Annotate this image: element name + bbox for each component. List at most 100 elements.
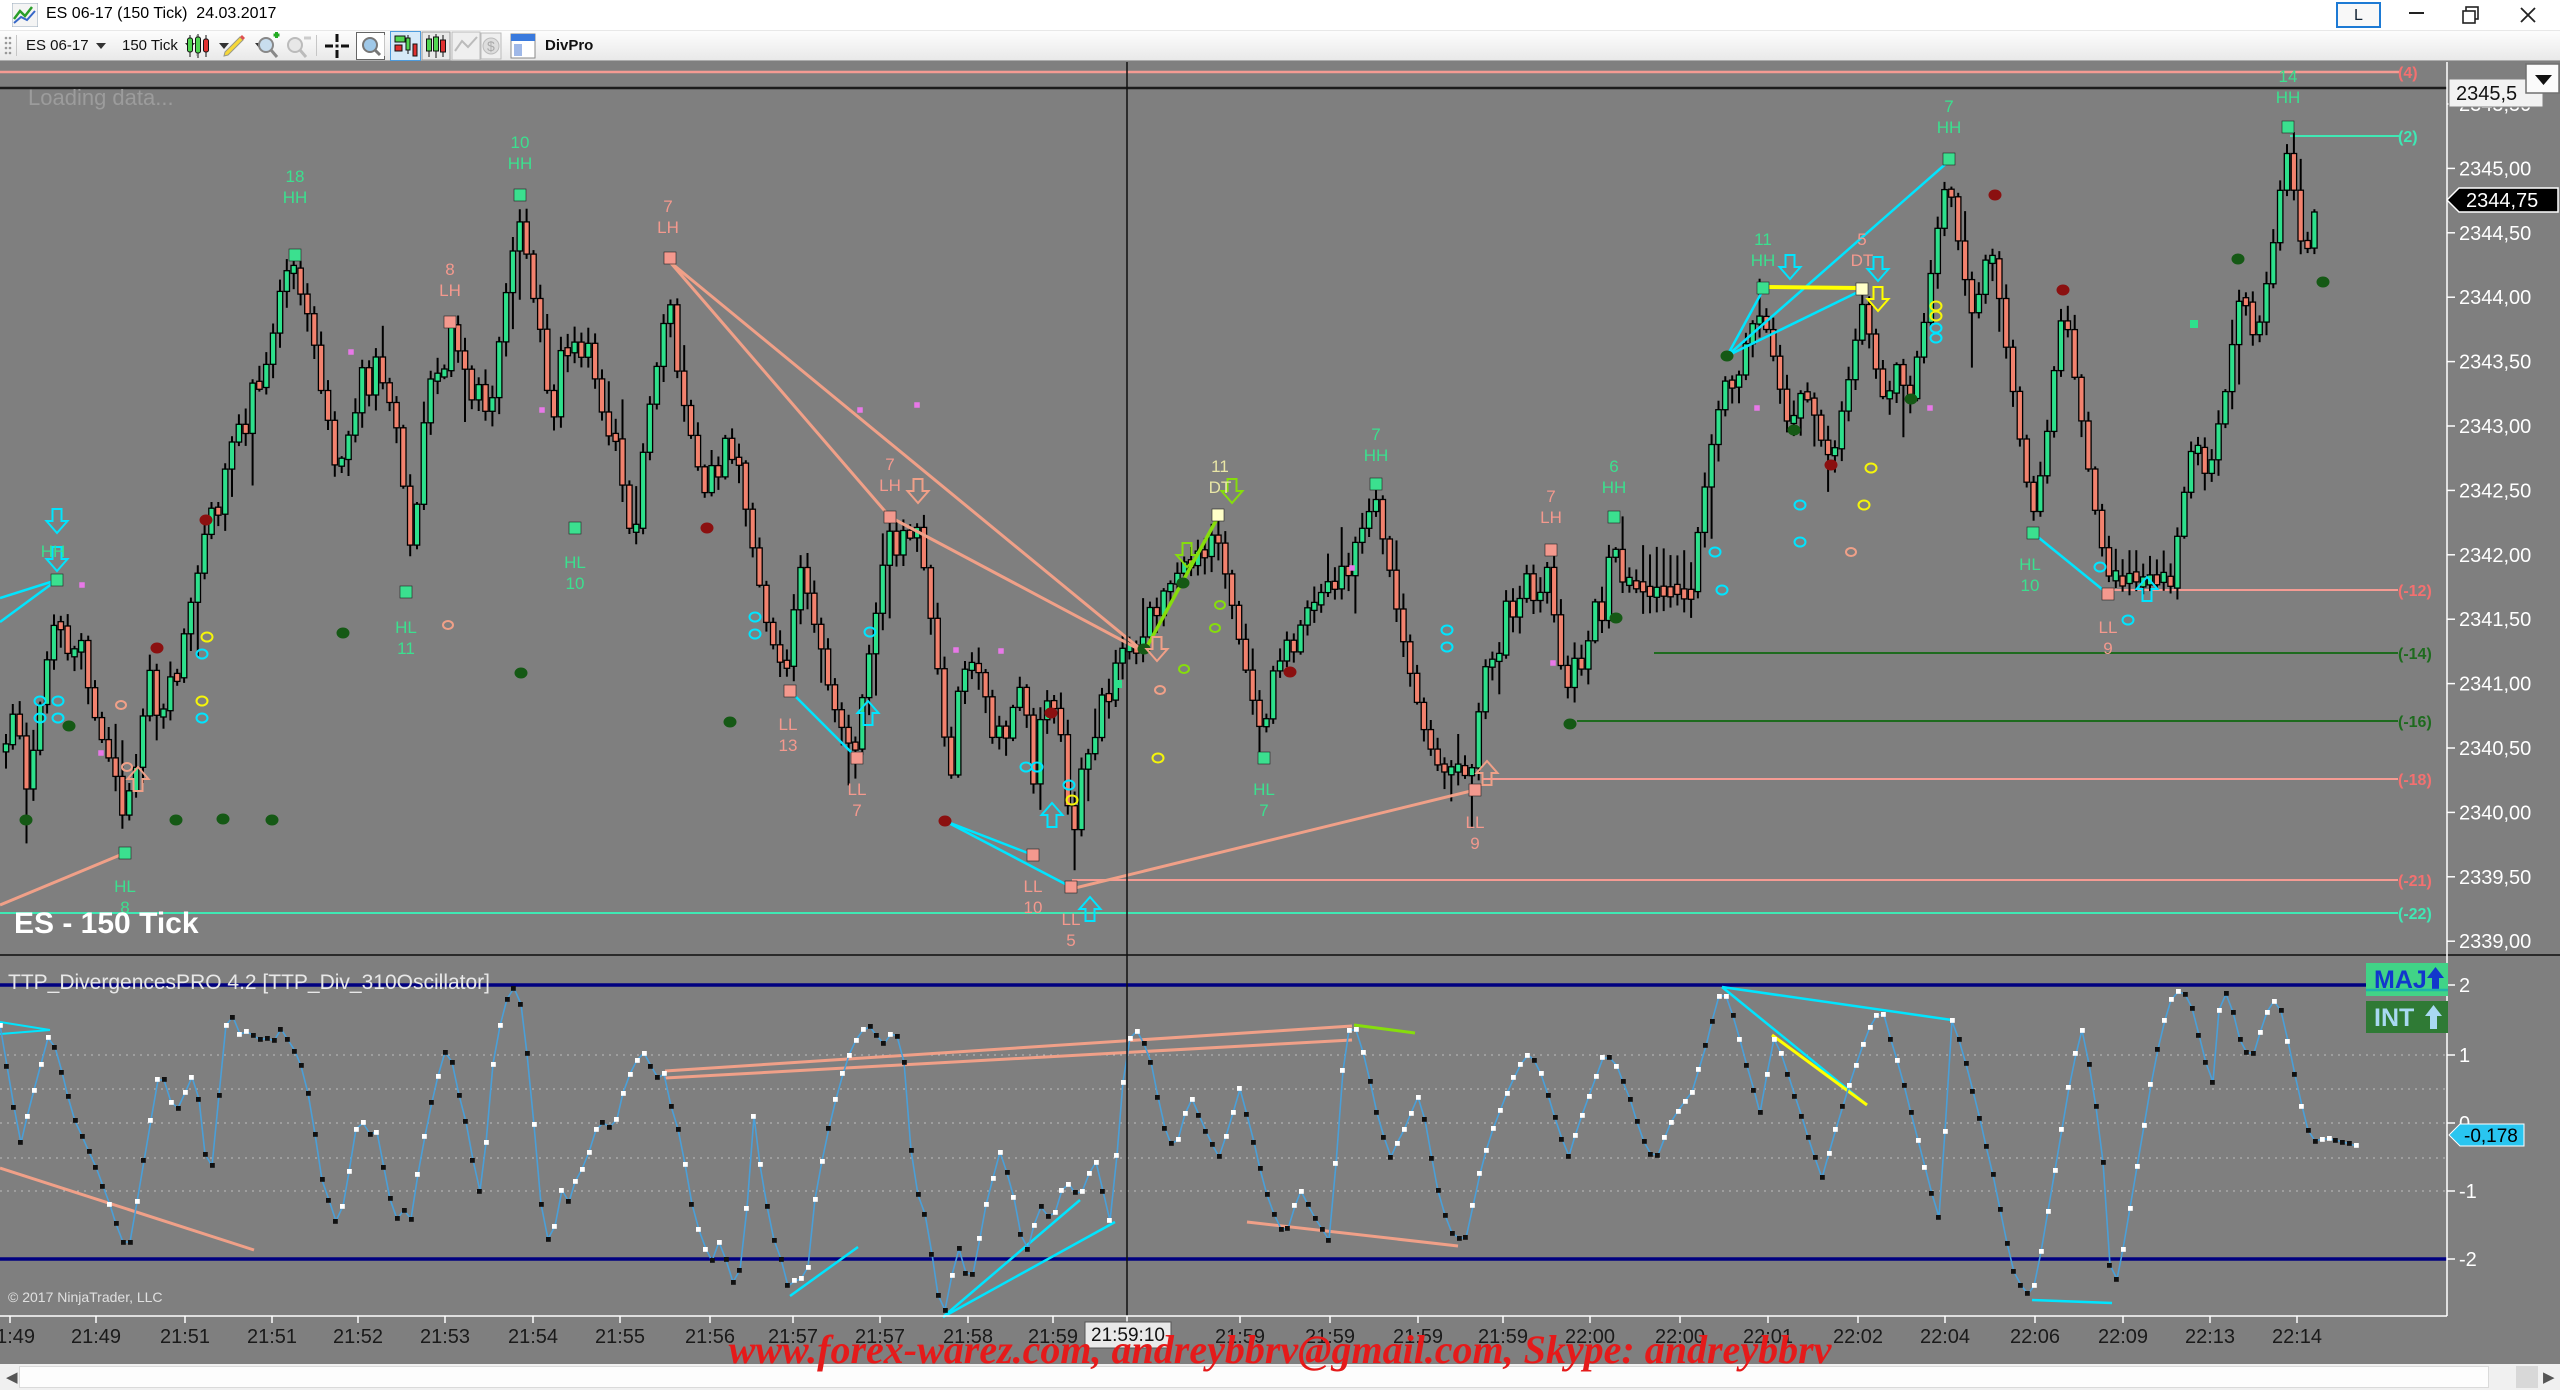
svg-text:LH: LH [879, 476, 901, 495]
svg-text:(-18): (-18) [2398, 772, 2432, 789]
svg-text:HH: HH [283, 188, 308, 207]
svg-text:LL: LL [848, 780, 867, 799]
svg-text:HH: HH [1602, 478, 1627, 497]
svg-text:HH: HH [1751, 251, 1776, 270]
svg-text:ES - 150 Tick: ES - 150 Tick [14, 907, 199, 940]
svg-text:2344,75: 2344,75 [2466, 190, 2538, 212]
svg-text:2345,00: 2345,00 [2459, 158, 2531, 180]
svg-text:(2): (2) [2398, 129, 2418, 146]
svg-text:21:59: 21:59 [1393, 1326, 1443, 1348]
svg-text:9: 9 [2103, 639, 2112, 658]
svg-text:11: 11 [1211, 457, 1229, 476]
svg-text:HL: HL [395, 618, 417, 637]
svg-text:HL: HL [114, 877, 136, 896]
svg-text:10: 10 [2021, 576, 2040, 595]
svg-text:(-21): (-21) [2398, 873, 2432, 890]
svg-text:(-14): (-14) [2398, 646, 2432, 663]
svg-text:22:02: 22:02 [1833, 1326, 1883, 1348]
svg-text:21:59: 21:59 [1028, 1326, 1078, 1348]
svg-text:10: 10 [566, 574, 585, 593]
svg-text:21:59: 21:59 [1215, 1326, 1265, 1348]
svg-text:(-16): (-16) [2398, 714, 2432, 731]
svg-text:HH: HH [1937, 118, 1962, 137]
svg-text:22:14: 22:14 [2272, 1326, 2322, 1348]
svg-text:HH: HH [2276, 88, 2301, 107]
svg-text:22:09: 22:09 [2098, 1326, 2148, 1348]
svg-text:21:53: 21:53 [420, 1326, 470, 1348]
svg-text:14: 14 [2279, 67, 2298, 86]
svg-text:22:00: 22:00 [1565, 1326, 1615, 1348]
svg-text:7: 7 [1546, 487, 1555, 506]
svg-text:LL: LL [1466, 813, 1485, 832]
svg-text:2339,50: 2339,50 [2459, 867, 2531, 889]
svg-text:22:13: 22:13 [2185, 1326, 2235, 1348]
svg-text:2341,50: 2341,50 [2459, 609, 2531, 631]
svg-text:7: 7 [663, 197, 672, 216]
svg-text:21:49: 21:49 [71, 1326, 121, 1348]
svg-text:LL: LL [1062, 910, 1081, 929]
svg-text:7: 7 [1371, 425, 1380, 444]
svg-text:21:51: 21:51 [247, 1326, 297, 1348]
svg-text:6: 6 [1609, 457, 1618, 476]
svg-text:2343,50: 2343,50 [2459, 352, 2531, 374]
svg-text:(-12): (-12) [2398, 583, 2432, 600]
svg-text:7: 7 [1259, 801, 1268, 820]
svg-text:INT: INT [2374, 1004, 2414, 1032]
svg-text:-2: -2 [2459, 1249, 2477, 1271]
svg-text:-0,178: -0,178 [2464, 1126, 2518, 1147]
svg-text:2344,00: 2344,00 [2459, 287, 2531, 309]
svg-text:21:54: 21:54 [508, 1326, 558, 1348]
svg-text:22:04: 22:04 [1920, 1326, 1970, 1348]
svg-text:LH: LH [1540, 508, 1562, 527]
svg-text:21:57: 21:57 [768, 1326, 818, 1348]
svg-text:21:59: 21:59 [1478, 1326, 1528, 1348]
svg-text:11: 11 [1754, 230, 1772, 249]
svg-text:Loading data...: Loading data... [28, 85, 174, 110]
svg-text:(4): (4) [2398, 65, 2418, 82]
svg-text:$: $ [487, 38, 495, 54]
svg-text:-1: -1 [2459, 1181, 2477, 1203]
svg-text:2345,5: 2345,5 [2456, 83, 2517, 105]
svg-text:21:59:10: 21:59:10 [1091, 1325, 1165, 1346]
svg-text:DT: DT [1851, 251, 1874, 270]
svg-text:(-22): (-22) [2398, 906, 2432, 923]
svg-text:11: 11 [397, 639, 415, 658]
svg-text:10: 10 [1024, 898, 1043, 917]
svg-text:7: 7 [1944, 97, 1953, 116]
svg-text:HH: HH [41, 542, 66, 561]
svg-text:2342,00: 2342,00 [2459, 545, 2531, 567]
svg-text:22:01: 22:01 [1743, 1326, 1793, 1348]
svg-text:21:49: 21:49 [0, 1326, 35, 1348]
svg-text:2343,00: 2343,00 [2459, 416, 2531, 438]
svg-text:7: 7 [885, 455, 894, 474]
svg-text:13: 13 [779, 736, 798, 755]
svg-text:2344,50: 2344,50 [2459, 223, 2531, 245]
svg-text:HL: HL [2019, 555, 2041, 574]
svg-text:HL: HL [1253, 780, 1275, 799]
svg-text:21:58: 21:58 [943, 1326, 993, 1348]
svg-text:22:06: 22:06 [2010, 1326, 2060, 1348]
svg-text:5: 5 [1066, 931, 1075, 950]
svg-text:8: 8 [445, 260, 454, 279]
svg-text:18: 18 [286, 167, 305, 186]
svg-text:LL: LL [2099, 618, 2118, 637]
svg-text:2340,50: 2340,50 [2459, 738, 2531, 760]
svg-text:1: 1 [2459, 1045, 2470, 1067]
svg-text:22:00: 22:00 [1655, 1326, 1705, 1348]
svg-text:9: 9 [1470, 834, 1479, 853]
svg-text:21:57: 21:57 [855, 1326, 905, 1348]
svg-text:21:56: 21:56 [685, 1326, 735, 1348]
svg-text:2: 2 [2459, 975, 2470, 997]
svg-text:2340,00: 2340,00 [2459, 802, 2531, 824]
svg-text:2339,00: 2339,00 [2459, 931, 2531, 953]
svg-text:7: 7 [852, 801, 861, 820]
svg-text:© 2017 NinjaTrader, LLC: © 2017 NinjaTrader, LLC [8, 1289, 163, 1305]
svg-text:2341,00: 2341,00 [2459, 674, 2531, 696]
svg-text:10: 10 [511, 133, 530, 152]
svg-text:HL: HL [564, 553, 586, 572]
svg-text:HH: HH [1364, 446, 1389, 465]
svg-text:TTP_DivergencesPRO 4.2 [TTP_Di: TTP_DivergencesPRO 4.2 [TTP_Div_310Oscil… [8, 971, 490, 994]
svg-text:8: 8 [120, 898, 129, 917]
svg-text:LH: LH [439, 281, 461, 300]
svg-text:LH: LH [657, 218, 679, 237]
